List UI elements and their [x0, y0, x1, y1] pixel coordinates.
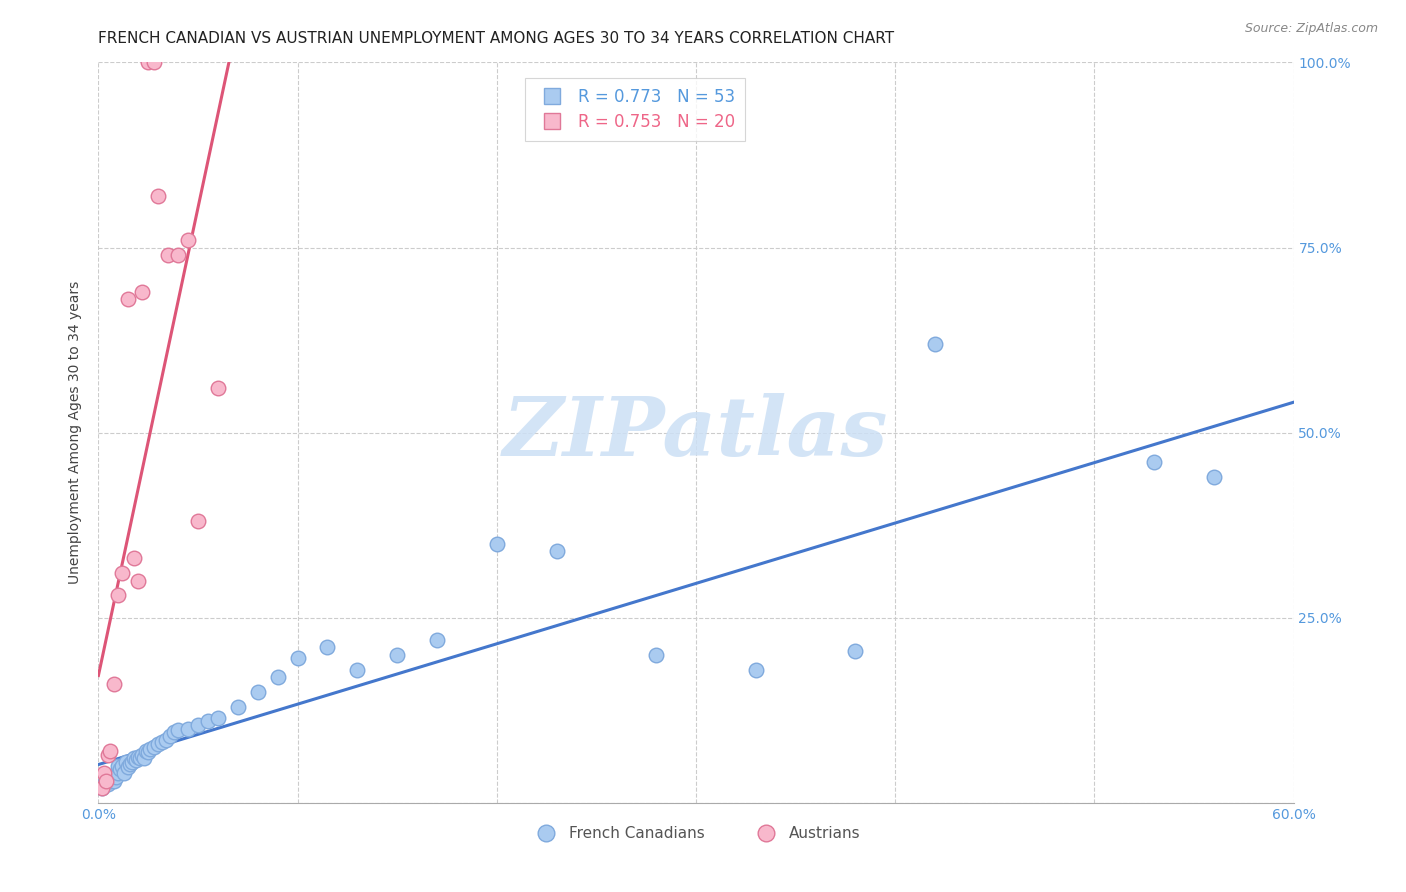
Point: [134, 751, 156, 765]
Point: [112, 766, 135, 780]
Text: FRENCH CANADIAN VS AUSTRIAN UNEMPLOYMENT AMONG AGES 30 TO 34 YEARS CORRELATION C: FRENCH CANADIAN VS AUSTRIAN UNEMPLOYMENT…: [98, 31, 894, 46]
Point: [485, 536, 508, 550]
Point: [157, 248, 180, 262]
Point: [107, 589, 129, 603]
Point: [844, 644, 866, 658]
Point: [167, 723, 190, 738]
Point: [385, 648, 409, 662]
Point: [121, 755, 143, 769]
Point: [115, 755, 138, 769]
Point: [101, 770, 124, 784]
Point: [924, 336, 946, 351]
Point: [187, 718, 209, 732]
Point: [167, 248, 190, 262]
Point: [745, 663, 768, 677]
Point: [645, 648, 668, 662]
Point: [187, 515, 209, 529]
Point: [155, 732, 177, 747]
Point: [226, 699, 249, 714]
Point: [136, 55, 159, 70]
Point: [159, 729, 181, 743]
Point: [107, 758, 129, 772]
Point: [96, 773, 118, 788]
Point: [91, 780, 114, 795]
Text: Source: ZipAtlas.com: Source: ZipAtlas.com: [1244, 22, 1378, 36]
Point: [97, 747, 120, 762]
Point: [316, 640, 339, 655]
Point: [136, 746, 159, 760]
Point: [107, 766, 129, 780]
Point: [148, 737, 170, 751]
Point: [129, 751, 152, 765]
Point: [124, 551, 146, 566]
Point: [117, 760, 139, 774]
Point: [139, 742, 162, 756]
Point: [546, 544, 568, 558]
Point: [103, 677, 125, 691]
Point: [127, 574, 149, 588]
Point: [98, 773, 122, 788]
Point: [143, 740, 166, 755]
Point: [91, 780, 114, 795]
Point: [197, 714, 219, 729]
Point: [131, 285, 153, 299]
Point: [105, 770, 128, 784]
Point: [177, 722, 200, 736]
Point: [111, 758, 134, 772]
Point: [131, 747, 153, 762]
Point: [207, 711, 229, 725]
Point: [150, 735, 173, 749]
Point: [177, 233, 200, 247]
Point: [97, 777, 120, 791]
Y-axis label: Unemployment Among Ages 30 to 34 years: Unemployment Among Ages 30 to 34 years: [69, 281, 83, 584]
Point: [117, 293, 139, 307]
Point: [207, 381, 229, 395]
Point: [143, 55, 166, 70]
Point: [103, 773, 125, 788]
Point: [267, 670, 290, 684]
Point: [148, 188, 170, 202]
Point: [246, 685, 269, 699]
Point: [96, 773, 118, 788]
Text: ZIPatlas: ZIPatlas: [503, 392, 889, 473]
Point: [163, 725, 186, 739]
Point: [287, 651, 309, 665]
Point: [110, 763, 132, 777]
Point: [124, 751, 146, 765]
Point: [93, 766, 115, 780]
Point: [346, 663, 368, 677]
Point: [1202, 470, 1225, 484]
Point: [127, 750, 149, 764]
Point: [111, 566, 134, 581]
Point: [426, 632, 449, 647]
Point: [1143, 455, 1166, 469]
Point: [135, 744, 157, 758]
Legend: French Canadians, Austrians: French Canadians, Austrians: [524, 820, 868, 847]
Point: [120, 757, 142, 772]
Point: [125, 753, 148, 767]
Point: [93, 777, 115, 791]
Point: [98, 744, 122, 758]
